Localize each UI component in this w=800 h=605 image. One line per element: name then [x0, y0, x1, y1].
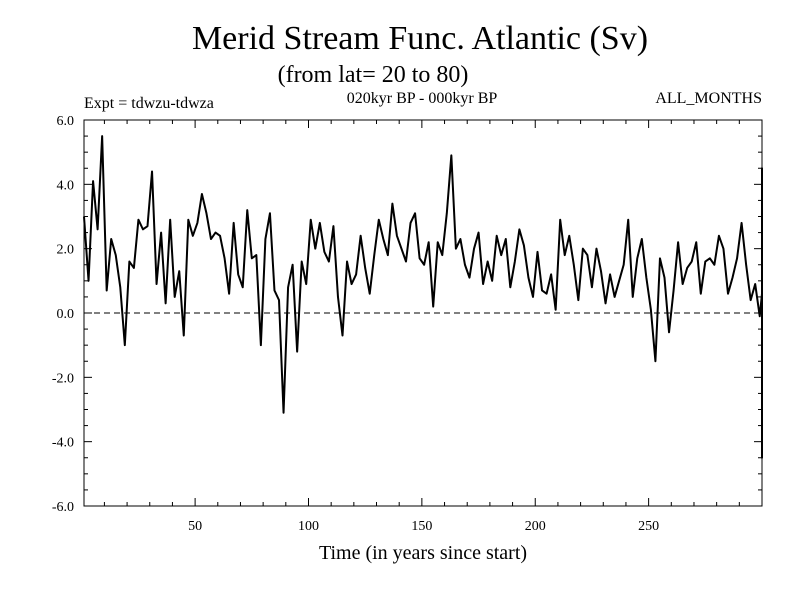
chart-subtitle: (from lat= 20 to 80)	[278, 62, 469, 88]
x-tick-label: 200	[525, 519, 546, 534]
x-tick-label: 150	[411, 519, 432, 534]
y-tick-label: 6.0	[57, 114, 75, 129]
y-tick-label: -6.0	[52, 500, 74, 515]
x-tick-label: 100	[298, 519, 319, 534]
chart-title: Merid Stream Func. Atlantic (Sv)	[192, 20, 648, 57]
y-tick-label: 4.0	[57, 178, 75, 193]
y-tick-label: -4.0	[52, 436, 74, 451]
y-tick-label: -2.0	[52, 371, 74, 386]
plot-area: -6.0 -4.0 -2.0 0.0 2.0 4.0 6.0 50 100 150 200 250	[52, 114, 763, 534]
series-line-0	[83, 135, 763, 459]
experiment-label: Expt = tdwzu-tdwza	[84, 95, 214, 112]
x-tick-label: 250	[638, 519, 659, 534]
x-tick-label: 50	[188, 519, 202, 534]
y-tick-label: 0.0	[57, 307, 75, 322]
x-axis-label: Time (in years since start)	[319, 542, 527, 564]
months-label: ALL_MONTHS	[655, 90, 762, 107]
period-label: 020kyr BP - 000kyr BP	[347, 90, 498, 107]
y-tick-label: 2.0	[57, 243, 75, 258]
